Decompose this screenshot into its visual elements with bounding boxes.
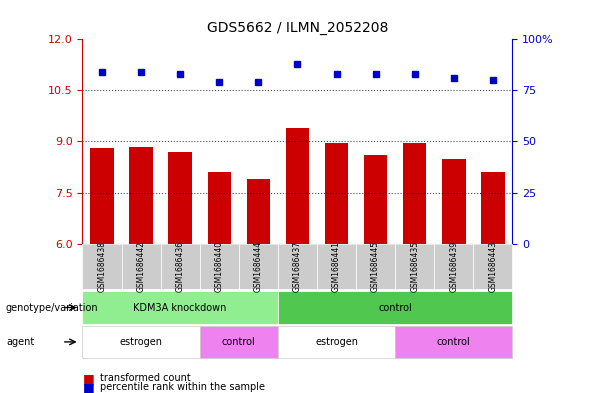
Text: KDM3A knockdown: KDM3A knockdown (134, 303, 227, 312)
Text: GSM1686442: GSM1686442 (137, 241, 145, 292)
Text: GSM1686439: GSM1686439 (449, 241, 458, 292)
Bar (247, 179, 270, 244)
Bar (207, 172, 231, 244)
Text: agent: agent (6, 337, 34, 347)
Text: percentile rank within the sample: percentile rank within the sample (100, 382, 265, 392)
Text: control: control (437, 337, 471, 347)
Text: estrogen: estrogen (315, 337, 358, 347)
Text: GSM1686438: GSM1686438 (98, 241, 107, 292)
Bar (168, 152, 192, 244)
Text: GSM1686443: GSM1686443 (488, 241, 497, 292)
Bar (442, 158, 465, 244)
Bar (286, 128, 309, 244)
Text: control: control (222, 337, 256, 347)
Text: GSM1686444: GSM1686444 (254, 241, 263, 292)
Text: ■: ■ (82, 371, 94, 385)
Bar (403, 143, 426, 244)
Text: ■: ■ (82, 380, 94, 393)
Text: GSM1686440: GSM1686440 (215, 241, 224, 292)
Title: GDS5662 / ILMN_2052208: GDS5662 / ILMN_2052208 (207, 22, 388, 35)
Bar (364, 155, 388, 244)
Text: genotype/variation: genotype/variation (6, 303, 98, 312)
Text: control: control (378, 303, 412, 312)
Text: estrogen: estrogen (120, 337, 163, 347)
Text: GSM1686441: GSM1686441 (332, 241, 341, 292)
Text: GSM1686445: GSM1686445 (371, 241, 380, 292)
Bar (90, 148, 114, 244)
Bar (325, 143, 348, 244)
Text: GSM1686436: GSM1686436 (176, 241, 185, 292)
Text: transformed count: transformed count (100, 373, 191, 383)
Text: GSM1686437: GSM1686437 (293, 241, 302, 292)
Text: GSM1686435: GSM1686435 (410, 241, 419, 292)
Bar (481, 172, 505, 244)
Bar (130, 147, 153, 244)
